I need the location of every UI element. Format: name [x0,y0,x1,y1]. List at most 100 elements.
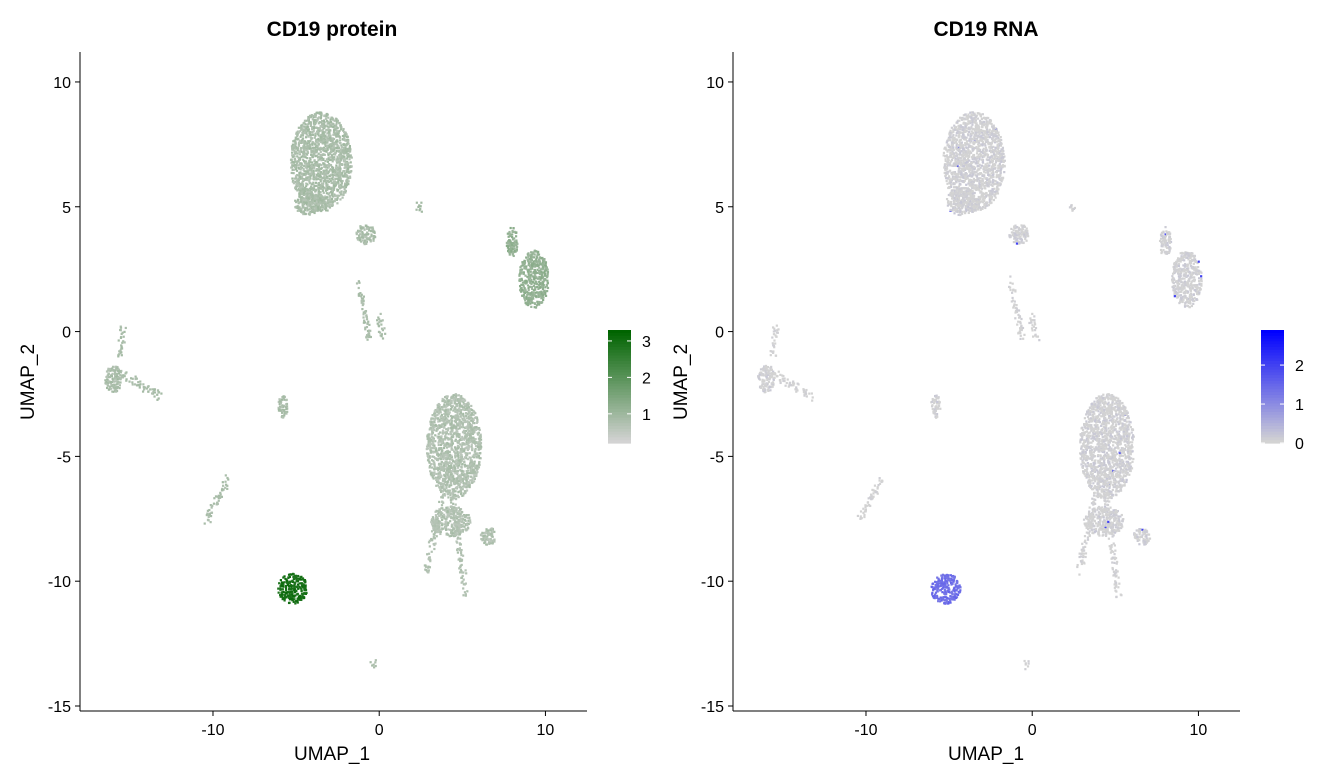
cell-point-c1 [323,165,326,168]
cell-point-c5 [438,440,442,443]
cell-point-c6 [280,591,283,594]
cell-point-c1 [333,173,336,176]
cell-point-s7 [466,590,469,593]
cell-point-c1 [342,175,345,178]
cell-point-c5 [462,408,466,411]
cell-point-c5 [465,437,468,440]
cell-point-c4 [111,365,115,368]
cell-point-c1 [298,139,301,143]
cell-point-s7 [454,497,458,501]
cell-point-c3 [532,270,536,274]
cell-point-c5c [485,537,488,540]
cell-point-c1 [341,163,344,166]
cell-point-c5 [454,451,458,454]
cell-point-c3 [546,268,549,271]
cell-point-c1 [319,148,323,151]
cell-point-c3 [546,270,550,274]
cell-point-c3 [527,261,530,264]
cell-point-c1 [334,170,337,173]
cell-point-c3b [511,243,514,246]
cell-point-c1 [310,151,313,154]
cell-point-c3b [508,244,512,247]
cell-point-c5 [439,465,442,468]
cell-point-c5b [438,524,441,527]
cell-point-c5 [436,457,439,460]
cell-point-s7 [458,547,462,550]
cell-point-c2 [362,234,365,237]
cell-point-c5b [455,507,458,510]
cell-point-c1b [297,206,300,209]
cell-point-s4 [377,330,381,334]
cell-point-c1b [303,203,306,206]
cell-point-c3 [538,260,542,263]
cell-point-c1b [312,207,315,210]
cell-point-c5 [464,404,468,407]
cell-point-c5 [444,410,447,413]
cell-point-c1 [318,168,321,172]
cell-point-c1 [294,136,298,139]
cell-point-c6 [281,596,285,599]
cell-point-s3 [362,295,365,298]
cell-point-c1 [347,142,350,145]
cell-point-c5 [444,464,448,467]
cell-point-c5 [430,439,433,442]
cell-point-c6 [297,574,300,578]
cell-point-s5 [216,495,219,498]
cell-point-c5c [480,533,483,536]
cell-point-c3 [544,286,547,289]
cell-point-s1 [135,384,139,387]
cell-point-c5 [425,445,429,448]
cell-point-c1 [336,119,340,122]
cell-point-c1 [333,200,336,203]
cell-point-c1 [336,202,339,205]
cell-point-c1 [324,169,327,172]
cell-point-c5 [456,478,459,482]
cell-point-c1 [307,122,310,126]
cell-point-c5 [461,477,465,481]
cell-point-c5 [431,459,434,462]
cell-point-c1 [343,155,346,158]
cell-point-c3 [542,263,545,266]
cell-point-c3 [525,295,528,298]
cell-point-c3 [542,298,545,302]
cell-point-c5c [483,539,486,542]
cell-point-c5 [426,454,429,457]
cell-point-c5 [452,415,455,418]
cell-point-c1 [342,193,345,196]
cell-point-c5 [439,411,442,414]
cell-point-c5b [459,525,462,528]
cell-point-c4 [109,374,112,377]
cell-point-c5b [468,519,472,522]
cell-point-c5b [439,521,442,525]
cell-point-c4 [114,372,117,376]
cell-point-c1 [347,170,350,173]
cell-point-c1 [329,146,332,149]
cell-point-c3 [524,291,527,295]
cell-point-c5 [467,417,471,420]
cell-point-c1 [306,125,309,129]
cell-point-c5 [468,456,471,459]
cell-point-c5 [445,456,448,459]
cell-point-c5 [446,410,449,414]
cell-point-s7 [465,572,468,575]
cell-point-c1b [313,199,316,203]
cell-point-c3 [541,267,545,270]
cell-point-c1 [319,138,322,142]
cell-point-c1 [321,176,324,180]
cell-point-s6 [433,536,436,540]
cell-point-c1 [340,190,343,193]
cell-point-s6 [436,525,439,528]
cell-point-c5 [428,466,431,469]
cell-point-c3 [525,297,528,301]
cell-point-c1 [302,152,305,155]
cell-point-c5 [465,483,468,486]
cell-point-c1 [309,124,312,127]
cell-point-c5 [467,475,470,478]
cell-point-c6 [299,576,302,579]
cell-point-c3 [523,281,527,284]
cell-point-c1 [349,161,352,164]
cell-point-c1 [340,182,343,185]
cell-point-c5 [471,455,474,458]
cell-point-c1 [300,155,303,159]
cell-point-c5 [461,494,464,497]
